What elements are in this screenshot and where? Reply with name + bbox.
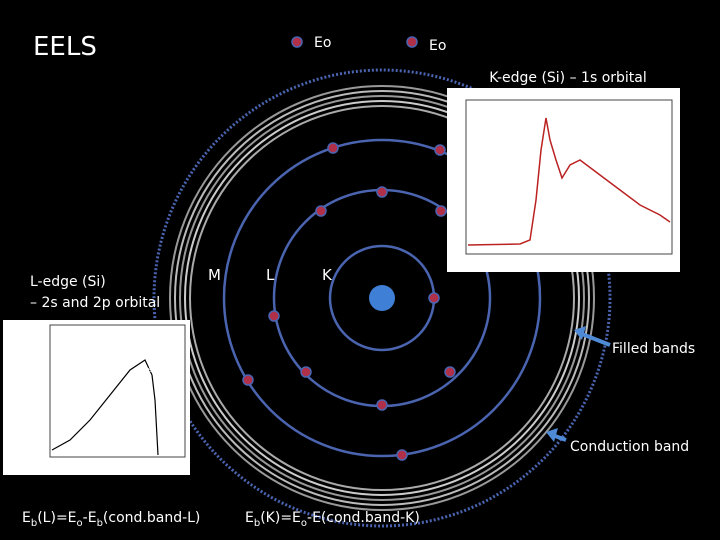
subscript: b xyxy=(97,518,103,529)
electron xyxy=(268,310,280,322)
formula-part: -E xyxy=(83,510,97,526)
electron xyxy=(242,374,254,386)
subscript: o xyxy=(77,518,83,529)
formula-part: (L)=E xyxy=(37,510,76,526)
formula-part: E xyxy=(245,510,254,526)
electron xyxy=(396,449,408,461)
inset-tick: 1800.0 xyxy=(476,258,494,264)
inset-xlabel: Binding Energy (eV) xyxy=(85,467,145,474)
electron xyxy=(406,36,418,48)
arrows xyxy=(546,326,611,442)
electron xyxy=(428,292,440,304)
inset-tick: 2000.0 xyxy=(631,258,649,264)
electron xyxy=(434,144,446,156)
subscript: b xyxy=(31,518,37,529)
inset-xlabel: Energy Loss xyxy=(555,264,585,270)
inset-tick: 160 xyxy=(115,460,127,467)
electron xyxy=(444,366,456,378)
beam-label: Eo xyxy=(429,38,446,54)
beam-label: Eo xyxy=(314,35,331,51)
conduction-band xyxy=(152,68,612,528)
conduction-band-label: Conduction band xyxy=(570,439,689,455)
shell-label: M xyxy=(208,266,221,284)
nucleus xyxy=(369,285,395,311)
l-edge-label: L-edge (Si) xyxy=(30,274,106,290)
l-edge-label: – 2s and 2p orbital xyxy=(30,295,160,311)
electron xyxy=(300,366,312,378)
formula-part: (K)=E xyxy=(260,510,301,526)
k-inset: Parallel EELS Si-K Energy Loss 1800.0 19… xyxy=(447,88,680,272)
formula-part: -E(cond.band-K) xyxy=(307,510,420,526)
formula: Eb(K)=Eo-E(cond.band-K) xyxy=(245,510,420,529)
subscript: b xyxy=(254,518,260,529)
inset-tick: 80 xyxy=(173,460,181,467)
inset-peak: Si-L1 xyxy=(95,339,110,346)
inset-tick: 1900.0 xyxy=(551,258,569,264)
title: EELS xyxy=(33,32,97,62)
formula-part: E xyxy=(22,510,31,526)
electron xyxy=(376,186,388,198)
k-edge-label: K-edge (Si) – 1s orbital xyxy=(489,70,647,86)
inset-tick: 120 xyxy=(143,460,155,467)
l-inset: EELS Si-L1 Si-L2,3 240 200 160 120 80 Bi… xyxy=(3,320,190,475)
electron xyxy=(291,36,303,48)
electron xyxy=(315,205,327,217)
formula-part: (cond.band-L) xyxy=(103,510,200,526)
electron xyxy=(435,205,447,217)
m-shell xyxy=(222,138,542,458)
electron xyxy=(376,399,388,411)
formula: Eb(L)=Eo-Eb(cond.band-L) xyxy=(22,510,200,529)
inset-peak: Si-L2,3 xyxy=(148,367,169,374)
shell-label: K xyxy=(322,266,333,284)
electrons xyxy=(242,36,456,461)
filled-bands-label: Filled bands xyxy=(612,341,695,357)
electron xyxy=(327,142,339,154)
shell-label: L xyxy=(266,266,275,284)
inset-title: Parallel EELS Si-K xyxy=(534,93,587,100)
inset-title: EELS xyxy=(12,327,37,337)
inset-tick: 240 xyxy=(59,460,71,467)
inset-tick: 200 xyxy=(87,460,99,467)
subscript: o xyxy=(301,518,307,529)
